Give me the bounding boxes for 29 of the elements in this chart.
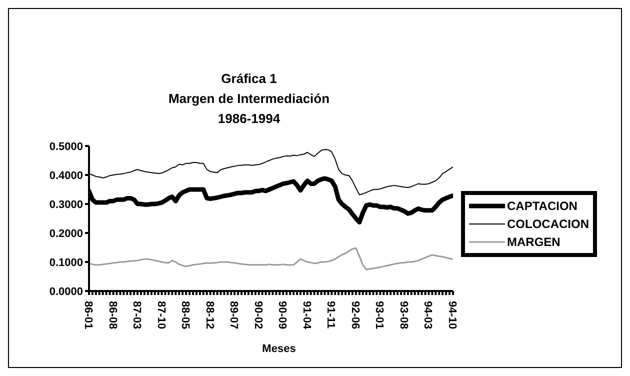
x-tick-label: 86-01 (82, 301, 94, 330)
legend-label: MARGEN (507, 235, 560, 249)
x-tick-label: 93-08 (397, 301, 410, 330)
y-tick-label: 0.4000 (49, 170, 83, 182)
x-tick-label: 90-09 (276, 301, 288, 330)
y-tick-label: 0.1000 (49, 256, 83, 269)
y-tick-label: 0.0000 (49, 286, 83, 298)
x-tick-label: 89-07 (228, 301, 240, 330)
x-tick-label: 92-06 (348, 301, 361, 330)
y-tick-label: 0.2000 (49, 228, 83, 240)
x-tick-label: 91-04 (300, 301, 312, 330)
y-tick-label: 0.3000 (49, 198, 83, 211)
x-tick-label: 94-03 (422, 301, 434, 330)
x-tick-label: 87-03 (130, 301, 143, 330)
x-tick-label: 93-01 (373, 301, 386, 330)
x-tick-label: 88-12 (203, 301, 216, 330)
legend-label: CAPTACION (507, 199, 578, 213)
line-series (89, 247, 453, 270)
legend-label: COLOCACION (507, 217, 589, 231)
x-tick-label: 88-05 (179, 301, 192, 330)
x-axis-title: Meses (261, 343, 297, 355)
x-tick-label: 91-11 (324, 301, 337, 329)
x-tick-label: 90-02 (252, 301, 264, 330)
x-tick-label: 94-10 (446, 301, 458, 330)
chart-title: Gráfica 1 (220, 70, 278, 88)
x-tick-label: 87-10 (154, 301, 167, 330)
x-tick-label: 86-08 (106, 301, 118, 330)
y-tick-label: 0.5000 (49, 140, 83, 153)
chart-subtitle: Margen de Intermediación 1986-1994 (167, 90, 331, 128)
